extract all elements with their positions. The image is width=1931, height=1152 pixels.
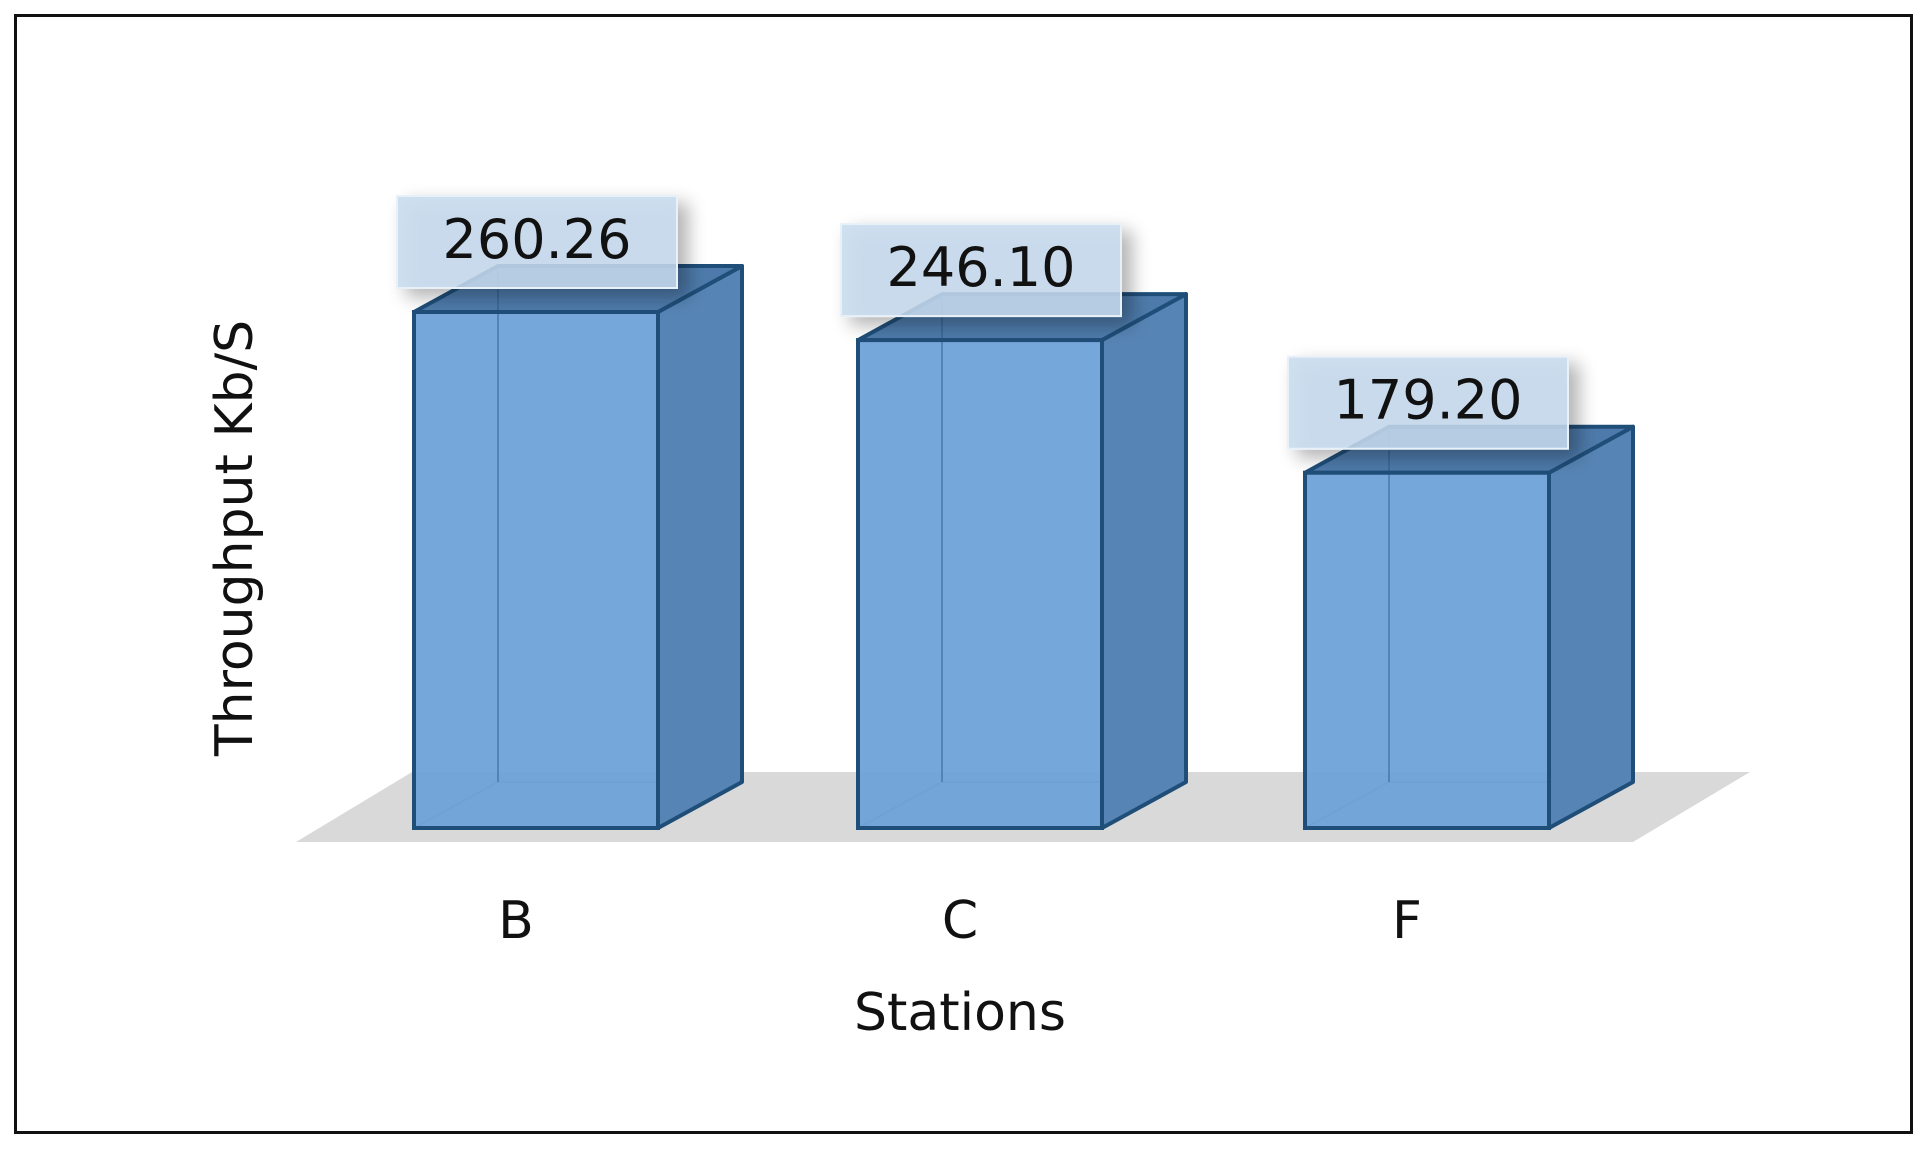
data-label-text: 246.10: [887, 236, 1076, 299]
bar-c: [856, 292, 1188, 830]
x-tick-label-c: C: [942, 891, 978, 951]
bar-side-face: [1100, 292, 1188, 830]
bar-side-face: [1547, 424, 1635, 830]
x-tick-label-f: F: [1392, 891, 1422, 951]
x-axis-title: Stations: [854, 983, 1066, 1043]
bar-front-face: [1303, 470, 1551, 830]
data-label-c: 246.10: [840, 223, 1122, 318]
data-label-b: 260.26: [396, 195, 678, 289]
data-label-box: [1287, 355, 1569, 450]
bar-front-face: [856, 338, 1104, 830]
data-label-text: 260.26: [443, 208, 632, 271]
bar-side-face: [656, 264, 744, 830]
bar-b: [412, 264, 744, 830]
data-label-box: [396, 195, 678, 289]
y-axis-title: Throughput Kb/S: [205, 320, 265, 757]
bar-f: [1303, 424, 1635, 830]
data-label-text: 179.20: [1334, 369, 1523, 432]
x-tick-label-b: B: [498, 891, 534, 951]
data-label-box: [840, 223, 1122, 318]
data-label-f: 179.20: [1287, 355, 1569, 450]
bar-front-face: [412, 310, 660, 830]
